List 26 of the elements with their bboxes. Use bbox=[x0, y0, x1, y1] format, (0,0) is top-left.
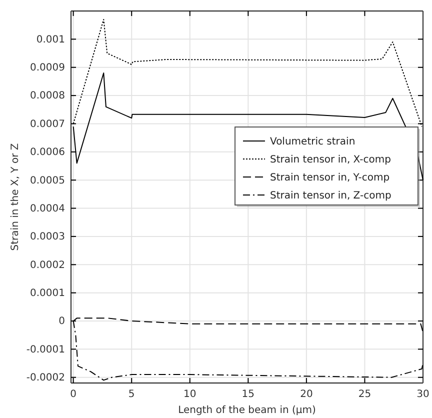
y-tick-label: -0.0002 bbox=[26, 372, 65, 384]
x-axis-title: Length of the beam in (µm) bbox=[178, 405, 316, 416]
y-tick-label: 0.0008 bbox=[30, 90, 65, 102]
y-axis-title: Strain in the X, Y or Z bbox=[10, 143, 21, 251]
y-tick-label: 0.0005 bbox=[30, 175, 65, 186]
y-tick-label: 0.0002 bbox=[30, 260, 65, 271]
y-tick-label: -0.0001 bbox=[26, 344, 65, 356]
legend-label: Strain tensor in, Y-comp bbox=[270, 172, 390, 184]
y-tick-label: 0.0006 bbox=[30, 147, 65, 158]
y-tick-label: 0.001 bbox=[36, 34, 65, 46]
x-tick-label: 25 bbox=[358, 389, 372, 400]
x-tick-label: 20 bbox=[300, 389, 313, 400]
x-tick-label: 15 bbox=[242, 389, 255, 400]
y-tick-label: 0.0007 bbox=[30, 118, 65, 130]
y-tick-label: 0.0004 bbox=[30, 203, 65, 214]
x-tick-label: 0 bbox=[70, 389, 77, 400]
x-tick-label: 5 bbox=[128, 389, 135, 400]
y-tick-label: 0.0003 bbox=[30, 232, 65, 243]
y-tick-label: 0.0001 bbox=[30, 288, 65, 300]
x-tick-label: 30 bbox=[416, 389, 430, 400]
x-tick-label: 10 bbox=[184, 389, 196, 400]
legend-label: Strain tensor in, Z-comp bbox=[270, 190, 392, 202]
y-tick-label: 0 bbox=[58, 316, 65, 328]
y-tick-label: 0.0009 bbox=[30, 62, 65, 74]
legend-label: Strain tensor in, X-comp bbox=[270, 154, 391, 166]
legend-label: Volumetric strain bbox=[270, 136, 356, 148]
